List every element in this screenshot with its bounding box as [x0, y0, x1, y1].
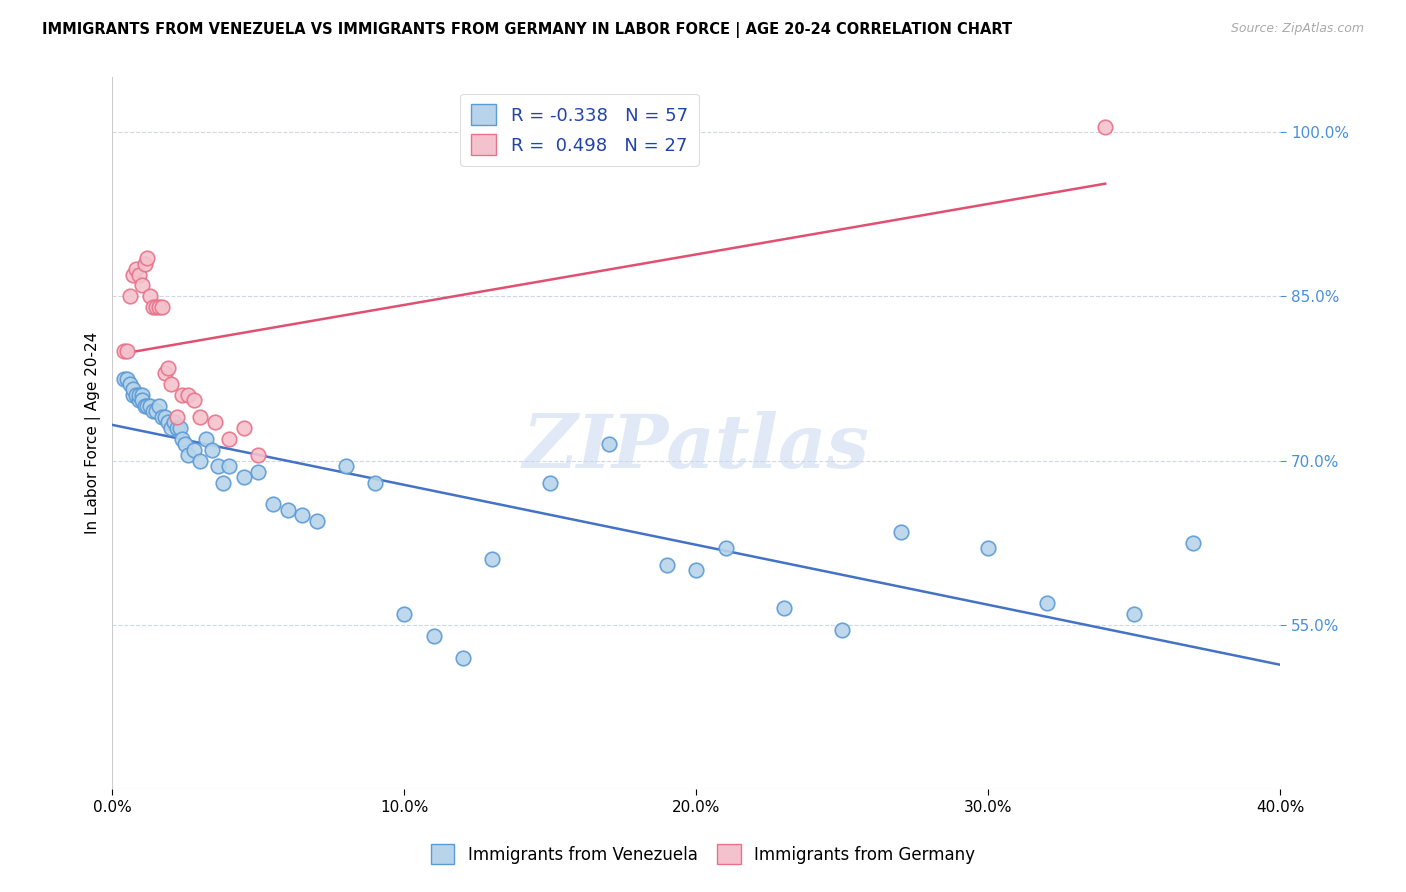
Point [685, 563, 707, 577]
Point [1094, 120, 1116, 134]
Point [118, 377, 141, 392]
Point [773, 601, 796, 615]
Point [159, 421, 181, 435]
Point [538, 475, 561, 490]
Point [657, 558, 679, 572]
Text: ZIPatlas: ZIPatlas [523, 411, 870, 483]
Point [121, 388, 143, 402]
Point [1036, 596, 1059, 610]
Point [118, 289, 141, 303]
Point [177, 388, 200, 402]
Point [194, 432, 217, 446]
Point [128, 388, 150, 402]
Point [207, 459, 229, 474]
Point [136, 399, 159, 413]
Y-axis label: In Labor Force | Age 20-24: In Labor Force | Age 20-24 [86, 332, 101, 534]
Point [142, 404, 165, 418]
Point [177, 448, 200, 462]
Point [134, 399, 156, 413]
Point [212, 475, 235, 490]
Point [166, 421, 188, 435]
Point [262, 498, 284, 512]
Point [890, 524, 912, 539]
Point [150, 409, 173, 424]
Point [115, 344, 138, 359]
Point [131, 393, 153, 408]
Point [121, 383, 143, 397]
Point [201, 442, 224, 457]
Point [188, 409, 211, 424]
Point [291, 508, 314, 523]
Point [159, 377, 181, 392]
Point [188, 453, 211, 467]
Point [125, 262, 148, 277]
Point [364, 475, 387, 490]
Point [204, 415, 226, 429]
Point [183, 442, 205, 457]
Point [128, 268, 150, 282]
Point [112, 371, 135, 385]
Point [148, 399, 170, 413]
Point [422, 629, 444, 643]
Point [145, 404, 167, 418]
Point [218, 459, 240, 474]
Point [131, 278, 153, 293]
Point [277, 503, 299, 517]
Point [305, 514, 328, 528]
Point [451, 650, 474, 665]
Point [121, 268, 143, 282]
Point [139, 289, 162, 303]
Point [134, 256, 156, 270]
Point [232, 470, 254, 484]
Point [232, 421, 254, 435]
Point [977, 541, 1000, 556]
Point [166, 409, 188, 424]
Point [598, 437, 620, 451]
Point [145, 301, 167, 315]
Legend: R = -0.338   N = 57, R =  0.498   N = 27: R = -0.338 N = 57, R = 0.498 N = 27 [460, 94, 699, 166]
Point [131, 388, 153, 402]
Point [1123, 607, 1146, 621]
Point [831, 624, 853, 638]
Legend: Immigrants from Venezuela, Immigrants from Germany: Immigrants from Venezuela, Immigrants fr… [425, 838, 981, 871]
Point [183, 393, 205, 408]
Point [128, 393, 150, 408]
Point [115, 371, 138, 385]
Point [150, 301, 173, 315]
Point [139, 399, 162, 413]
Point [148, 301, 170, 315]
Point [172, 388, 194, 402]
Point [714, 541, 737, 556]
Point [156, 415, 179, 429]
Point [394, 607, 416, 621]
Point [335, 459, 357, 474]
Point [169, 421, 191, 435]
Point [153, 409, 176, 424]
Point [163, 415, 186, 429]
Point [174, 437, 197, 451]
Point [218, 432, 240, 446]
Point [481, 552, 503, 566]
Point [247, 448, 270, 462]
Point [142, 301, 165, 315]
Point [247, 465, 270, 479]
Point [112, 344, 135, 359]
Point [136, 251, 159, 265]
Text: IMMIGRANTS FROM VENEZUELA VS IMMIGRANTS FROM GERMANY IN LABOR FORCE | AGE 20-24 : IMMIGRANTS FROM VENEZUELA VS IMMIGRANTS … [42, 22, 1012, 38]
Point [156, 360, 179, 375]
Point [1181, 536, 1204, 550]
Text: Source: ZipAtlas.com: Source: ZipAtlas.com [1230, 22, 1364, 36]
Point [153, 366, 176, 380]
Point [125, 388, 148, 402]
Point [172, 432, 194, 446]
